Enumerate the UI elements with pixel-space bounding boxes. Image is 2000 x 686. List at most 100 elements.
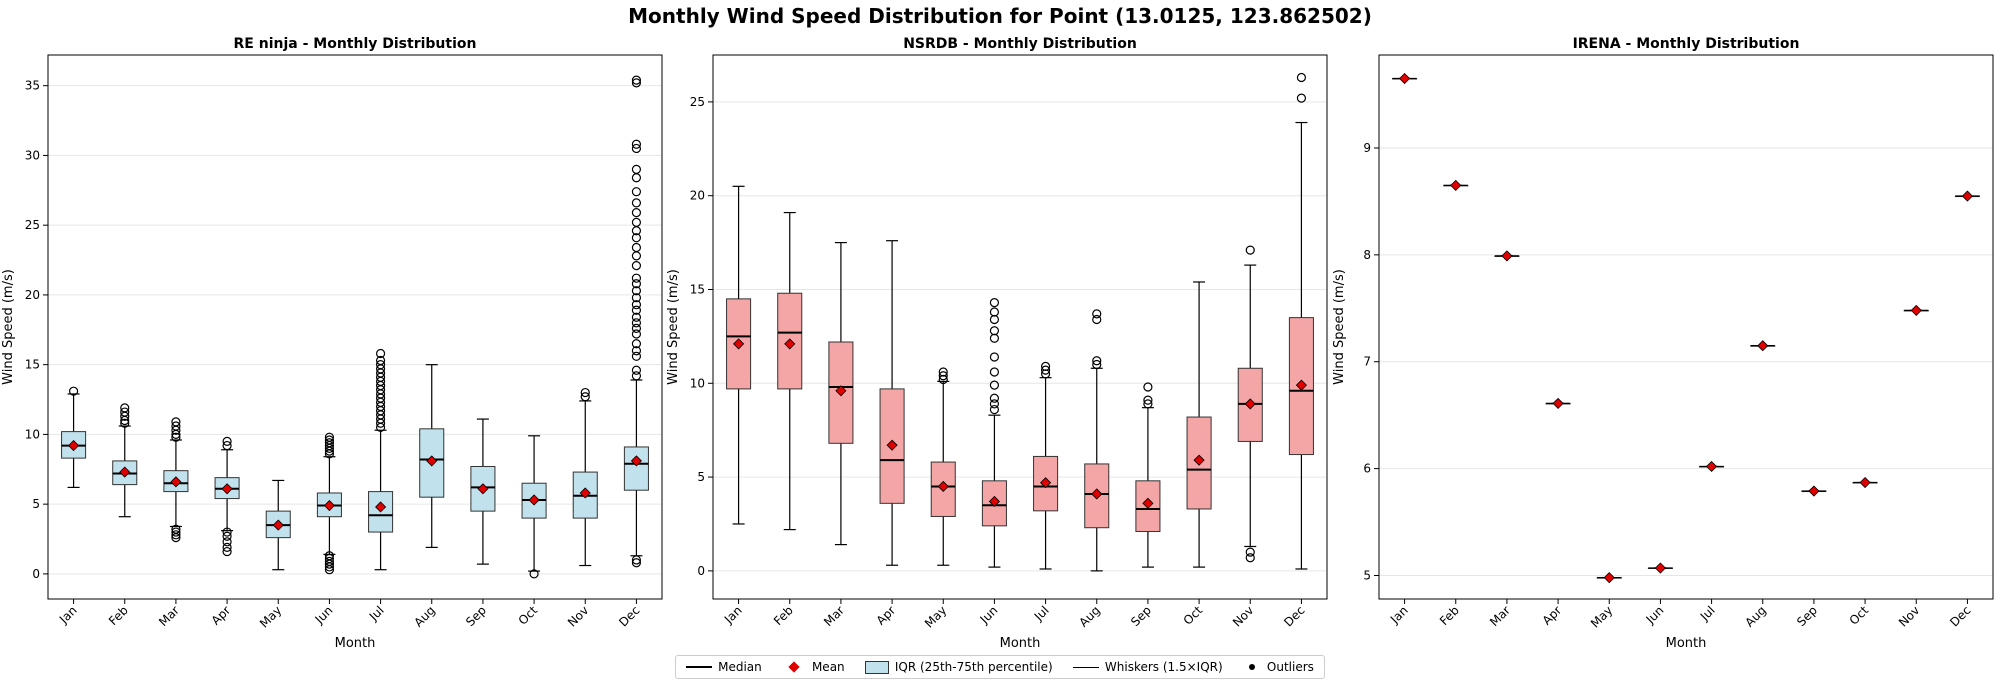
outlier-point bbox=[631, 558, 642, 568]
outlier-point bbox=[631, 78, 642, 88]
legend-item-outliers: Outliers bbox=[1243, 660, 1314, 674]
x-tick-label: Feb bbox=[771, 603, 796, 628]
mean-marker bbox=[1295, 379, 1307, 391]
outlier-point bbox=[1092, 314, 1102, 325]
chart-title: IRENA - Monthly Distribution bbox=[1573, 36, 1800, 52]
y-tick-label: 20 bbox=[690, 189, 705, 203]
mean-marker bbox=[1142, 497, 1154, 509]
legend-item-median: Median bbox=[686, 660, 762, 674]
x-tick-label: Jan bbox=[721, 603, 745, 627]
plot-frame bbox=[712, 54, 1328, 600]
mean-marker bbox=[1040, 477, 1052, 489]
mean-marker bbox=[323, 499, 335, 512]
outlier-point bbox=[171, 527, 181, 537]
outlier-point bbox=[631, 261, 642, 271]
x-tick-label: May bbox=[257, 603, 284, 630]
y-tick-label: 15 bbox=[690, 282, 705, 296]
mean-marker bbox=[835, 385, 847, 397]
x-tick-label: Sep bbox=[1794, 603, 1820, 629]
y-axis-label: Wind Speed (m/s) bbox=[666, 269, 681, 385]
x-tick-label: Oct bbox=[1847, 603, 1872, 628]
outlier-point bbox=[1296, 93, 1307, 103]
outlier-point bbox=[631, 351, 642, 361]
outlier-point bbox=[631, 339, 642, 349]
outlier-point bbox=[120, 407, 130, 417]
outlier-point bbox=[1143, 382, 1153, 392]
mean-diamond-icon bbox=[788, 661, 800, 673]
mean-marker bbox=[784, 338, 796, 350]
outlier-point bbox=[989, 326, 1000, 336]
x-tick-label: Mar bbox=[156, 603, 182, 629]
outlier-point bbox=[222, 436, 232, 446]
mean-marker bbox=[119, 466, 131, 478]
x-tick-label: Apr bbox=[209, 603, 234, 628]
mean-marker bbox=[1501, 250, 1513, 262]
iqr-box bbox=[623, 446, 649, 491]
x-tick-label: Apr bbox=[874, 603, 899, 628]
y-tick-label: 25 bbox=[25, 218, 40, 232]
outlier-point bbox=[375, 355, 386, 366]
outlier-point bbox=[631, 173, 642, 183]
outlier-point bbox=[1245, 547, 1255, 557]
outlier-point bbox=[989, 399, 1000, 409]
x-tick-label: Jun bbox=[1643, 603, 1667, 627]
x-tick-label: May bbox=[1588, 603, 1615, 630]
x-tick-label: Jun bbox=[977, 603, 1001, 627]
plot-frame bbox=[47, 54, 663, 600]
mean-marker bbox=[221, 483, 233, 495]
outlier-point bbox=[222, 531, 232, 541]
mean-marker bbox=[988, 495, 1000, 508]
legend: Median Mean IQR (25th-75th percentile) W… bbox=[675, 655, 1325, 679]
y-tick-label: 5 bbox=[1363, 568, 1371, 582]
mean-marker bbox=[1450, 179, 1462, 191]
y-tick-label: 0 bbox=[697, 564, 705, 578]
mean-marker bbox=[1244, 398, 1256, 410]
x-tick-label: Dec bbox=[1281, 603, 1307, 629]
chart-title: NSRDB - Monthly Distribution bbox=[903, 36, 1137, 52]
mean-marker bbox=[375, 501, 387, 513]
outlier-point bbox=[631, 233, 642, 243]
outlier-point bbox=[631, 139, 642, 149]
x-tick-label: Jul bbox=[366, 603, 387, 624]
outlier-point bbox=[989, 307, 1000, 317]
y-tick-label: 9 bbox=[1363, 141, 1371, 155]
x-tick-label: Mar bbox=[1487, 603, 1513, 629]
x-tick-label: Jan bbox=[56, 603, 80, 627]
mean-marker bbox=[272, 519, 284, 531]
outlier-point bbox=[631, 371, 642, 381]
outlier-point bbox=[631, 143, 642, 154]
outlier-point bbox=[631, 75, 642, 85]
x-tick-label: Oct bbox=[1181, 603, 1206, 628]
mean-marker bbox=[579, 487, 591, 499]
outlier-point bbox=[222, 537, 232, 547]
outlier-point bbox=[989, 404, 1000, 415]
outlier-point bbox=[989, 314, 1000, 325]
outlier-point bbox=[171, 417, 181, 427]
mean-marker bbox=[1706, 460, 1718, 473]
outlier-point bbox=[631, 312, 642, 322]
mean-marker bbox=[170, 476, 182, 488]
mean-marker bbox=[426, 455, 438, 467]
mean-marker bbox=[1399, 72, 1411, 85]
x-tick-label: Jan bbox=[1387, 603, 1411, 627]
legend-label-outliers: Outliers bbox=[1266, 660, 1314, 674]
outlier-point bbox=[631, 242, 642, 253]
x-tick-label: Jul bbox=[1697, 603, 1718, 624]
outlier-point bbox=[375, 348, 386, 359]
outlier-point bbox=[222, 542, 232, 552]
whisker-line-icon bbox=[1072, 666, 1099, 668]
iqr-box-icon bbox=[864, 660, 889, 674]
mean-marker bbox=[1961, 190, 1973, 202]
y-tick-label: 30 bbox=[25, 148, 40, 162]
x-tick-label: Aug bbox=[1076, 603, 1102, 629]
y-tick-label: 35 bbox=[25, 79, 40, 93]
outlier-point bbox=[324, 432, 335, 442]
outlier-point bbox=[324, 438, 335, 448]
outlier-point bbox=[1092, 356, 1102, 366]
outlier-point bbox=[631, 293, 642, 303]
outlier-point bbox=[375, 360, 386, 370]
outlier-point bbox=[631, 279, 642, 289]
outlier-point bbox=[580, 387, 590, 398]
mean-marker bbox=[68, 439, 80, 452]
x-tick-label: Aug bbox=[1742, 603, 1768, 629]
